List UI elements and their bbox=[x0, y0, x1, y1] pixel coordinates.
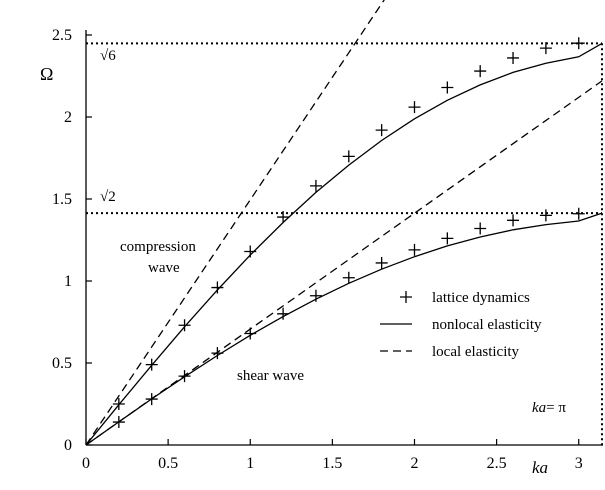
y-ticks: 0 0.5 1 1.5 2 2.5 bbox=[52, 27, 92, 454]
lattice-data-point bbox=[277, 211, 290, 224]
legend-label-lattice: lattice dynamics bbox=[432, 290, 530, 306]
x-axis-label: ka bbox=[532, 458, 548, 477]
axes bbox=[85, 30, 603, 446]
lattice-data-point bbox=[572, 207, 585, 220]
sqrt6-label: √6 bbox=[100, 48, 116, 64]
x-tick-label: 0.5 bbox=[158, 455, 178, 472]
x-tick-label: 2 bbox=[410, 455, 418, 472]
legend-plus-marker bbox=[400, 291, 412, 303]
lattice-data-point bbox=[342, 150, 355, 163]
nonlocal-elasticity-line bbox=[85, 212, 603, 445]
x-ticks: 0 0.5 1 1.5 2 2.5 3 bbox=[82, 439, 583, 472]
legend: lattice dynamics nonlocal elasticity loc… bbox=[380, 290, 542, 360]
lattice-data-point bbox=[441, 81, 454, 94]
y-tick-label: 0 bbox=[64, 437, 72, 454]
compression-wave-label-line2: wave bbox=[148, 260, 180, 276]
local-elasticity-line bbox=[85, 80, 603, 445]
x-tick-label: 1.5 bbox=[322, 455, 342, 472]
reference-lines bbox=[86, 42, 603, 445]
lattice-data-point bbox=[309, 179, 322, 192]
legend-label-nonlocal: nonlocal elasticity bbox=[432, 317, 542, 333]
legend-label-local: local elasticity bbox=[432, 344, 520, 360]
lattice-data-point bbox=[309, 289, 322, 302]
lattice-data-point bbox=[178, 319, 191, 332]
y-tick-label: 1.5 bbox=[52, 191, 72, 208]
lattice-data-point bbox=[539, 42, 552, 55]
legend-item-local: local elasticity bbox=[380, 344, 520, 360]
lattice-data-point bbox=[408, 101, 421, 114]
y-tick-label: 2.5 bbox=[52, 27, 72, 44]
lattice-data-point bbox=[375, 256, 388, 269]
nonlocal-elasticity-line bbox=[85, 42, 603, 445]
y-tick-label: 2 bbox=[64, 109, 72, 126]
lattice-data-point bbox=[441, 232, 454, 245]
lattice-data-point bbox=[507, 214, 520, 227]
lattice-data-point bbox=[408, 243, 421, 256]
x-tick-label: 1 bbox=[246, 455, 254, 472]
ka-pi-prefix: ka bbox=[532, 400, 546, 416]
x-tick-label: 0 bbox=[82, 455, 90, 472]
compression-wave-label-line1: compression bbox=[120, 239, 196, 255]
lattice-data-point bbox=[474, 65, 487, 78]
x-tick-label: 3 bbox=[575, 455, 583, 472]
y-axis-label: Ω bbox=[40, 64, 53, 84]
lattice-data-point bbox=[474, 222, 487, 235]
ka-pi-suffix: = π bbox=[546, 400, 566, 416]
series-layer bbox=[85, 0, 603, 445]
legend-item-lattice: lattice dynamics bbox=[400, 290, 530, 306]
lattice-data-point bbox=[507, 51, 520, 64]
shear-wave-label: shear wave bbox=[237, 368, 304, 384]
ka-pi-label: ka= π bbox=[532, 400, 566, 416]
lattice-data-point bbox=[342, 271, 355, 284]
y-tick-label: 1 bbox=[64, 273, 72, 290]
lattice-data-point bbox=[211, 281, 224, 294]
x-tick-label: 2.5 bbox=[487, 455, 507, 472]
y-tick-label: 0.5 bbox=[52, 355, 72, 372]
lattice-data-point bbox=[572, 37, 585, 50]
sqrt2-label: √2 bbox=[100, 189, 116, 205]
legend-item-nonlocal: nonlocal elasticity bbox=[380, 317, 542, 333]
lattice-data-point bbox=[539, 209, 552, 222]
local-elasticity-line bbox=[85, 0, 385, 445]
lattice-data-point bbox=[375, 124, 388, 137]
